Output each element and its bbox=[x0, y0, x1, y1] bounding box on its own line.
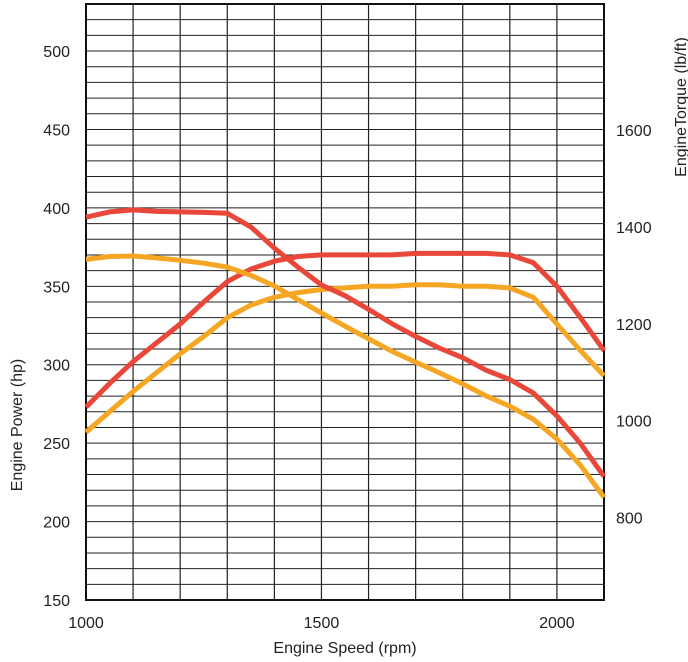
y-left-axis-label: Engine Power (hp) bbox=[9, 359, 26, 492]
y-right-tick-label: 1400 bbox=[616, 220, 652, 237]
y-left-tick-label: 150 bbox=[43, 593, 70, 610]
y-left-tick-label: 250 bbox=[43, 436, 70, 453]
chart-grid bbox=[86, 4, 604, 600]
y-left-tick-label: 200 bbox=[43, 515, 70, 532]
x-tick-label: 1500 bbox=[304, 615, 340, 632]
y-left-tick-label: 500 bbox=[43, 44, 70, 61]
y-right-tick-label: 1200 bbox=[616, 317, 652, 334]
y-right-tick-labels: 800 1000 1200 1400 1600 bbox=[616, 123, 652, 528]
y-left-tick-label: 350 bbox=[43, 279, 70, 296]
plot-frame bbox=[85, 3, 605, 601]
y-right-tick-label: 1000 bbox=[616, 414, 652, 431]
y-right-tick-label: 800 bbox=[616, 511, 643, 528]
series-line-2 bbox=[84, 282, 606, 435]
y-right-axis-label: EngineTorque (lb/ft) bbox=[673, 37, 688, 177]
x-tick-label: 2000 bbox=[539, 615, 575, 632]
y-left-tick-labels: 150 200 250 300 350 400 450 500 bbox=[43, 44, 70, 610]
y-left-tick-label: 400 bbox=[43, 201, 70, 218]
y-left-tick-label: 450 bbox=[43, 122, 70, 139]
series-line-3 bbox=[85, 207, 607, 478]
x-axis-label: Engine Speed (rpm) bbox=[273, 640, 416, 657]
series-line-1 bbox=[84, 250, 607, 409]
series-line-4 bbox=[85, 253, 607, 499]
series-layer bbox=[84, 207, 607, 499]
x-tick-labels: 1000 1500 2000 bbox=[68, 615, 575, 632]
x-tick-label: 1000 bbox=[68, 615, 104, 632]
y-right-tick-label: 1600 bbox=[616, 123, 652, 140]
y-left-tick-label: 300 bbox=[43, 358, 70, 375]
